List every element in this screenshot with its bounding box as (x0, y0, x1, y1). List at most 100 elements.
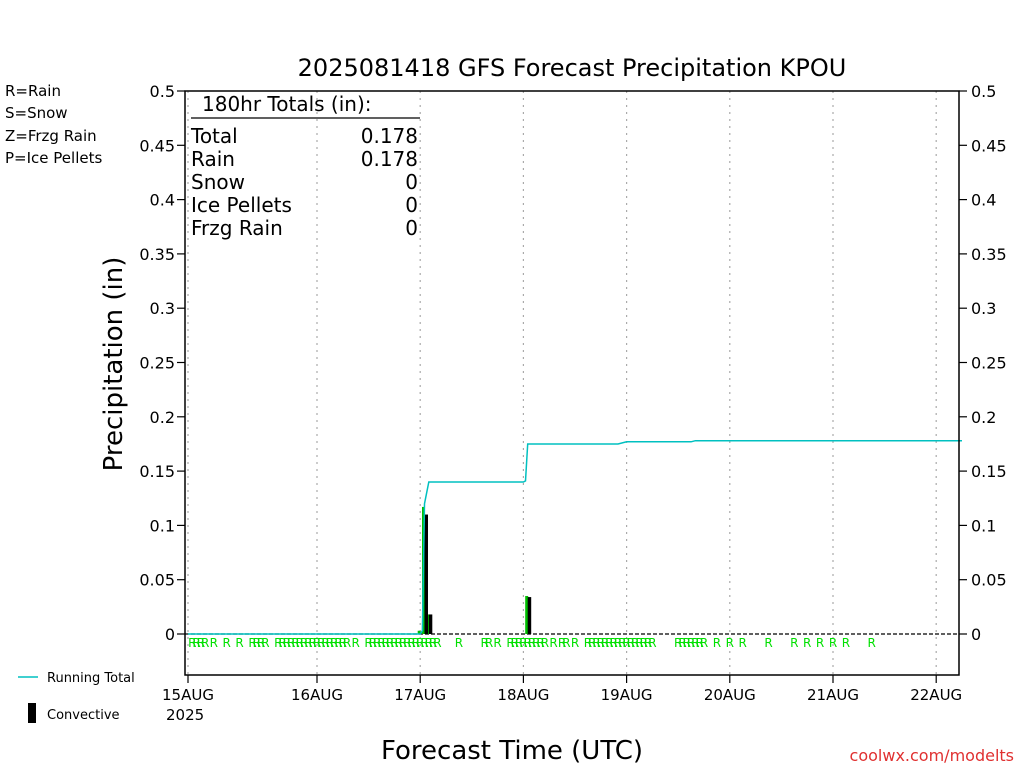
ptype-marker: R (700, 636, 708, 650)
ptype-marker: R (764, 636, 772, 650)
ptype-marker: R (253, 636, 261, 650)
legend-frzg-rain: Z=Frzg Rain (5, 127, 97, 145)
ptype-marker: R (627, 636, 635, 650)
ptype-marker: R (541, 636, 549, 650)
y-tick-label: 0.25 (971, 354, 1007, 373)
ptype-marker: R (223, 636, 231, 650)
ptype-marker: R (868, 636, 876, 650)
y-tick-label: 0.1 (150, 516, 175, 535)
ptype-marker: R (829, 636, 837, 650)
y-tick-label: 0.1 (971, 516, 996, 535)
ptype-marker: R (687, 636, 695, 650)
ptype-marker: R (506, 636, 514, 650)
ptype-legend: R=Rain S=Snow Z=Frzg Rain P=Ice Pellets (5, 82, 102, 167)
y-tick-label: 0.2 (150, 408, 175, 427)
y-tick-label: 0.25 (139, 354, 175, 373)
ptype-marker: R (425, 636, 433, 650)
ptype-marker: R (317, 636, 325, 650)
running-total-polyline (188, 439, 962, 635)
ptype-marker: R (618, 636, 626, 650)
x-tick-label: 22AUG (910, 686, 962, 704)
ptype-marker: R (481, 636, 489, 650)
precip-bars (417, 506, 532, 634)
y-tick-label: 0 (165, 625, 175, 644)
convective-bar (428, 614, 433, 634)
ptype-marker: R (739, 636, 747, 650)
x-axis-label: Forecast Time (UTC) (381, 736, 643, 766)
ptype-marker: R (377, 636, 385, 650)
ptype-marker: R (412, 636, 420, 650)
ptype-marker: R (511, 636, 519, 650)
totals-row-label: Frzg Rain (191, 216, 283, 240)
ptype-marker: R (304, 636, 312, 650)
y-axis-ticks: 0 00.05 0.050.1 0.10.15 0.150.2 0.20.25 0.250.… (139, 82, 1006, 644)
ptype-marker: R (726, 636, 734, 650)
ptype-marker: R (278, 636, 286, 650)
y-tick-label: 0.35 (971, 245, 1007, 264)
ptype-marker: R (420, 636, 428, 650)
ptype-marker: R (558, 636, 566, 650)
ptype-marker: R (640, 636, 648, 650)
ptype-marker: R (648, 636, 656, 650)
totals-row-label: Snow (191, 170, 245, 194)
gridlines (185, 91, 959, 675)
ptype-marker: R (235, 636, 243, 650)
totals-row-value: 0 (405, 170, 418, 194)
y-tick-label: 0.3 (150, 299, 175, 318)
ptype-marker: R (192, 636, 200, 650)
ptype-marker: R (562, 636, 570, 650)
totals-row-value: 0.178 (361, 147, 418, 171)
ptype-marker: R (201, 636, 209, 650)
x-tick-label: 19AUG (601, 686, 653, 704)
ptype-marker: R (622, 636, 630, 650)
y-tick-label: 0 (971, 625, 981, 644)
ptype-marker: R (188, 636, 196, 650)
ptype-marker: R (549, 636, 557, 650)
ptype-marker: R (429, 636, 437, 650)
rain-bar (417, 630, 421, 634)
y-tick-label: 0.45 (139, 136, 175, 155)
rain-bar (525, 595, 529, 634)
y-tick-label: 0.4 (971, 191, 996, 210)
ptype-marker: R (803, 636, 811, 650)
ptype-marker: R (403, 636, 411, 650)
totals-row-label: Rain (191, 147, 235, 171)
ptype-marker: R (683, 636, 691, 650)
ptype-marker: R (334, 636, 342, 650)
ptype-marker: R (601, 636, 609, 650)
ptype-marker: R (635, 636, 643, 650)
y-tick-label: 0.15 (139, 462, 175, 481)
ptype-marker: R (691, 636, 699, 650)
y-tick-label: 0.05 (139, 571, 175, 590)
ptype-marker: R (493, 636, 501, 650)
ptype-marker: R (532, 636, 540, 650)
ptype-marker: R (455, 636, 463, 650)
ptype-marker: R (407, 636, 415, 650)
totals-row-value: 0 (405, 193, 418, 217)
ptype-marker: R (485, 636, 493, 650)
x-tick-sublabel: 2025 (166, 706, 204, 724)
ptype-marker: R (287, 636, 295, 650)
ptype-marker: R (321, 636, 329, 650)
ptype-marker: R (399, 636, 407, 650)
ptype-marker: R (519, 636, 527, 650)
y-tick-label: 0.5 (971, 82, 996, 101)
ptype-marker: R (300, 636, 308, 650)
ptype-marker: R (433, 636, 441, 650)
y-tick-label: 0.5 (150, 82, 175, 101)
ptype-marker: R (373, 636, 381, 650)
ptype-marker: R (584, 636, 592, 650)
x-tick-label: 20AUG (704, 686, 756, 704)
legend-snow: S=Snow (5, 104, 68, 122)
x-tick-label: 18AUG (497, 686, 549, 704)
running-total-line (188, 439, 962, 635)
ptype-marker: R (713, 636, 721, 650)
ptype-marker: R (343, 636, 351, 650)
ptype-marker: R (631, 636, 639, 650)
ptype-marker: R (309, 636, 317, 650)
ptype-marker: R (674, 636, 682, 650)
bottom-legend: Running Total Convective (18, 671, 135, 723)
ptype-marker: R (790, 636, 798, 650)
y-tick-label: 0.4 (150, 191, 175, 210)
